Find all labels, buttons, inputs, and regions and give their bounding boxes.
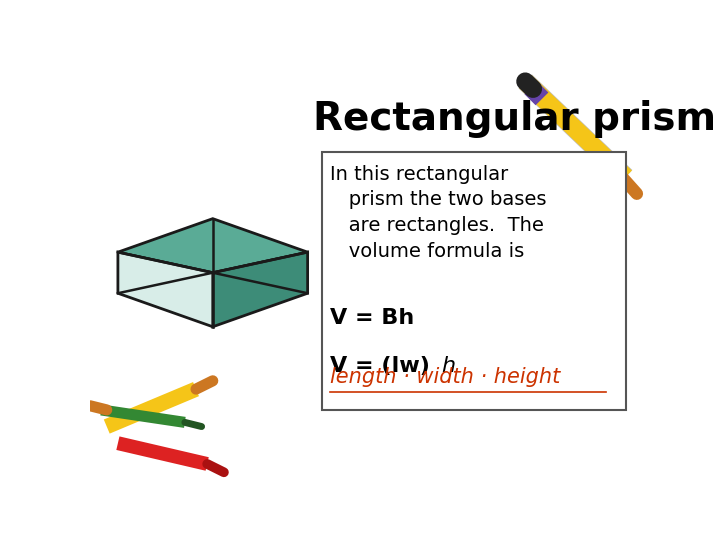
Text: length · width · height: length · width · height	[330, 367, 560, 387]
Text: V = (lw): V = (lw)	[330, 356, 430, 376]
Polygon shape	[118, 219, 307, 273]
Text: In this rectangular
   prism the two bases
   are rectangles.  The
   volume for: In this rectangular prism the two bases …	[330, 165, 546, 261]
Polygon shape	[213, 252, 307, 327]
FancyBboxPatch shape	[322, 152, 626, 410]
Text: Rectangular prism: Rectangular prism	[313, 100, 716, 138]
Polygon shape	[118, 252, 213, 327]
Text: h: h	[441, 356, 456, 376]
Text: V = Bh: V = Bh	[330, 308, 414, 328]
